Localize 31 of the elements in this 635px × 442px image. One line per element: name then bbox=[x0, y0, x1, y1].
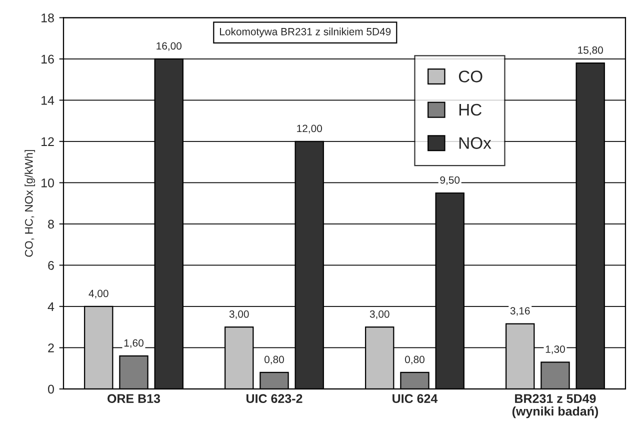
y-tick-label: 16 bbox=[42, 54, 54, 64]
x-tick-label: UIC 623-2 bbox=[246, 394, 302, 404]
y-tick-label: 18 bbox=[42, 13, 54, 22]
y-tick-label: 4 bbox=[48, 302, 54, 311]
data-label: 0,80 bbox=[264, 356, 284, 364]
data-label: 9,50 bbox=[440, 176, 460, 185]
data-label: 0,80 bbox=[405, 356, 424, 364]
data-label: 16,00 bbox=[156, 42, 182, 51]
y-tick-label: 10 bbox=[42, 178, 54, 188]
x-tick-label: UIC 624 bbox=[392, 394, 438, 404]
legend-label: CO bbox=[458, 70, 482, 82]
data-label: 1,30 bbox=[546, 345, 565, 354]
data-label: 1,60 bbox=[124, 339, 144, 348]
data-label: 15,80 bbox=[578, 46, 603, 56]
x-tick-label: ORE B13 bbox=[108, 394, 160, 404]
legend-label: NOx bbox=[459, 137, 492, 149]
y-tick-label: 8 bbox=[48, 220, 54, 229]
x-tick-label: BR231 z 5D49 (wyniki badań) bbox=[512, 394, 598, 418]
y-axis-title: CO, HC, NOx [g/kWh] bbox=[24, 150, 36, 257]
data-label: 3,00 bbox=[370, 310, 390, 320]
text: Lokomotywa BR231 z silnikiem 5D49 bbox=[220, 28, 391, 38]
data-label: 12,00 bbox=[297, 124, 322, 134]
y-tick-label: 6 bbox=[48, 261, 54, 270]
y-tick-label: 12 bbox=[42, 137, 54, 146]
y-tick-label: 14 bbox=[42, 96, 54, 105]
y-tick-label: 0 bbox=[48, 384, 54, 394]
legend-label: HC bbox=[459, 104, 482, 116]
data-label: 3,00 bbox=[229, 310, 249, 320]
data-label: 3,16 bbox=[510, 307, 530, 316]
y-tick-label: 2 bbox=[48, 344, 54, 352]
data-label: 4,00 bbox=[88, 290, 108, 298]
